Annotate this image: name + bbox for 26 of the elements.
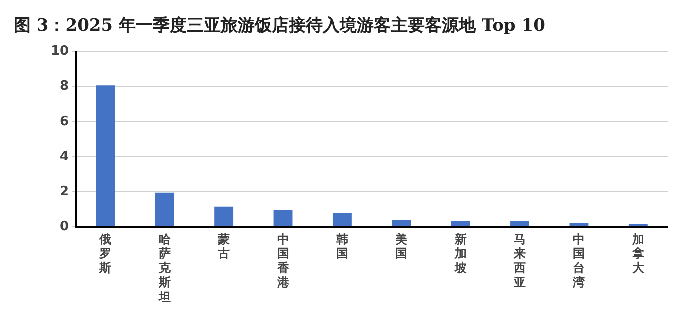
x-tick-label: 哈萨克斯坦 xyxy=(158,232,172,304)
x-tick-label: 加拿大 xyxy=(631,232,646,276)
x-tick-label: 美国 xyxy=(394,232,408,261)
y-tick-label: 2 xyxy=(60,184,70,200)
x-tick-label: 马来西亚 xyxy=(513,232,526,290)
y-tick-label: 8 xyxy=(60,79,70,94)
x-tick-label: 韩国 xyxy=(335,232,348,261)
y-tick-label: 4 xyxy=(60,149,70,164)
x-tick-label: 中国香港 xyxy=(276,232,290,290)
y-tick-label: 10 xyxy=(50,44,70,60)
y-tick-label: 6 xyxy=(60,114,70,130)
bar xyxy=(510,221,530,226)
bar xyxy=(570,222,589,226)
chart-title: 图 3：2025 年一季度三亚旅游饭店接待入境游客主要客源地 Top 10 xyxy=(13,15,546,38)
bar xyxy=(451,221,470,226)
bar xyxy=(214,206,234,226)
x-tick-label: 新加坡 xyxy=(454,232,468,276)
x-tick-label: 俄罗斯 xyxy=(98,232,112,276)
bar xyxy=(274,210,293,226)
bar xyxy=(96,86,116,226)
bar xyxy=(332,214,352,226)
x-tick-label: 蒙古 xyxy=(217,232,230,261)
bar xyxy=(392,220,412,226)
x-tick-label: 中国台湾 xyxy=(572,232,586,290)
bar xyxy=(155,192,174,226)
y-tick-label: 0 xyxy=(60,219,70,234)
